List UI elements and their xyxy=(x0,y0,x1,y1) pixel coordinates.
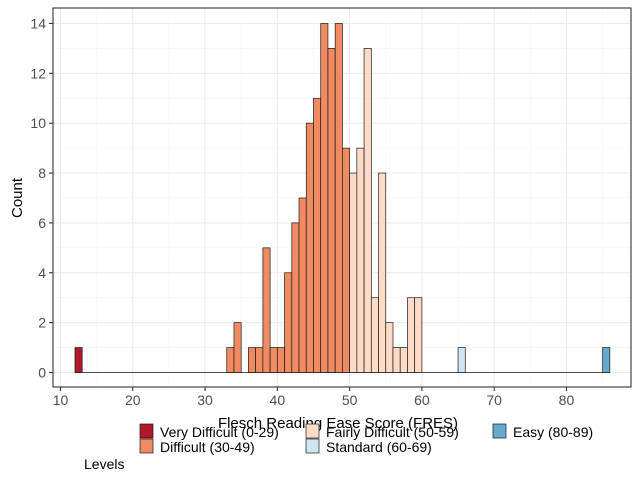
y-tick-label: 10 xyxy=(30,115,46,131)
x-tick-label: 20 xyxy=(125,392,141,408)
histogram-bar xyxy=(284,272,293,373)
x-axis-ticks: 10 20 30 40 50 60 70 80 xyxy=(53,387,575,408)
legend-key xyxy=(139,423,154,439)
histogram-bar xyxy=(370,297,379,373)
x-tick-label: 80 xyxy=(559,392,575,408)
histogram-bar xyxy=(334,23,343,373)
histogram-bar xyxy=(385,322,394,373)
histogram-bars xyxy=(74,23,611,373)
histogram-bar xyxy=(378,172,387,373)
x-tick-label: 50 xyxy=(342,392,358,408)
y-axis-title: Count xyxy=(9,177,26,218)
histogram-bar xyxy=(602,347,611,373)
x-axis-title: Flesch Reading Ease Score (FRES) xyxy=(218,415,458,432)
histogram-bar xyxy=(248,347,257,373)
legend-key xyxy=(305,423,320,439)
legend-key xyxy=(492,423,507,439)
histogram-bar xyxy=(392,347,401,373)
y-tick-label: 8 xyxy=(38,165,46,181)
legend-key xyxy=(139,438,154,454)
legend: Levels Very Difficult (0-29)Difficult (3… xyxy=(84,423,593,472)
histogram-bar xyxy=(414,297,423,373)
y-tick-label: 12 xyxy=(30,65,46,81)
histogram-bar xyxy=(313,97,322,373)
histogram-bar xyxy=(298,197,307,373)
x-tick-label: 10 xyxy=(53,392,69,408)
histogram-bar xyxy=(342,147,350,373)
legend-title: Levels xyxy=(84,456,124,472)
legend-label: Fairly Difficult (50-59) xyxy=(326,424,459,440)
histogram-bar xyxy=(276,347,285,373)
histogram-bar xyxy=(233,322,242,373)
histogram-bar xyxy=(320,23,329,373)
y-tick-label: 14 xyxy=(30,15,46,31)
y-tick-label: 4 xyxy=(38,265,46,281)
x-tick-label: 70 xyxy=(486,392,502,408)
histogram-bar xyxy=(457,347,466,373)
y-tick-label: 0 xyxy=(38,365,46,381)
histogram-bar xyxy=(269,347,278,373)
histogram-bar xyxy=(291,222,300,373)
plot-border xyxy=(52,7,632,388)
histogram-bar xyxy=(305,122,314,373)
y-tick-label: 6 xyxy=(38,215,46,231)
histogram-bar xyxy=(262,247,271,373)
histogram-bar xyxy=(349,172,358,373)
y-axis-ticks: 0 2 4 6 8 10 12 14 xyxy=(30,15,53,381)
legend-label: Standard (60-69) xyxy=(326,439,432,455)
histogram-bar xyxy=(226,347,235,373)
histogram-bar xyxy=(255,347,264,373)
histogram-bar xyxy=(356,147,365,373)
histogram-bar xyxy=(74,347,83,373)
histogram-bar xyxy=(407,297,416,373)
legend-label: Easy (80-89) xyxy=(513,424,593,440)
histogram-bar xyxy=(327,48,336,373)
legend-label: Very Difficult (0-29) xyxy=(160,424,279,440)
legend-key xyxy=(305,438,320,454)
histogram-bar xyxy=(363,48,372,373)
legend-label: Difficult (30-49) xyxy=(160,439,255,455)
y-tick-label: 2 xyxy=(38,315,46,331)
x-tick-label: 30 xyxy=(197,392,213,408)
histogram-bar xyxy=(399,347,408,373)
panel-border xyxy=(52,7,632,388)
x-tick-label: 60 xyxy=(414,392,430,408)
x-tick-label: 40 xyxy=(270,392,286,408)
